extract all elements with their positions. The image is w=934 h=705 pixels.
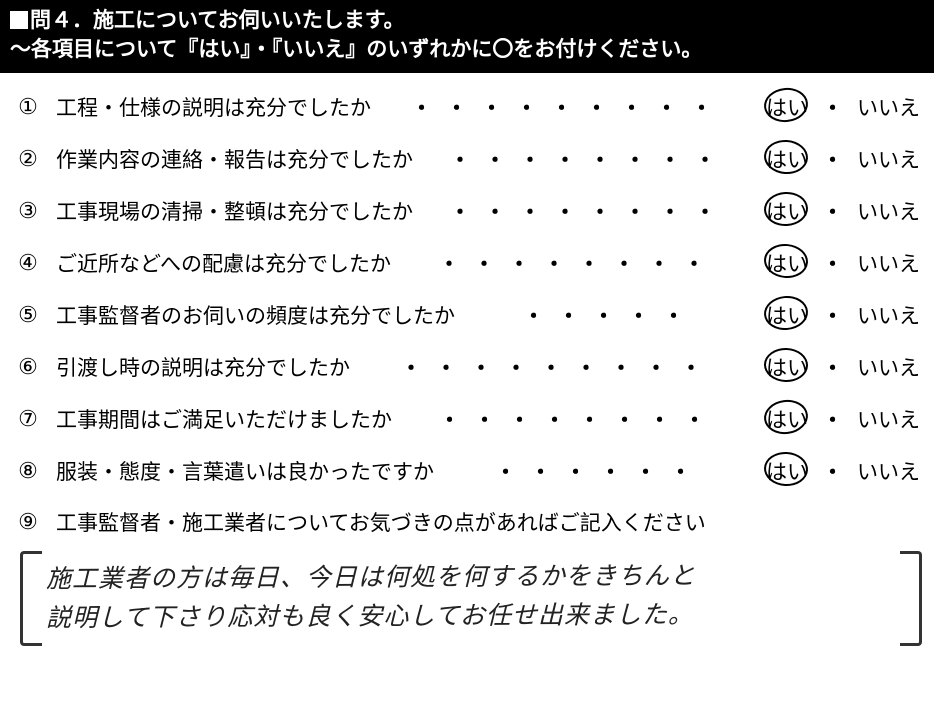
header-prefix: 問４． [30, 9, 93, 32]
answer-yes[interactable]: はい [766, 253, 808, 276]
question-row: ③ 工事現場の清掃・整頓は充分でしたか・・・・・・・・はい・いいえ [14, 195, 920, 227]
question-text: 工事監督者のお伺いの頻度は充分でしたか [56, 300, 455, 330]
question-number: ④ [14, 250, 42, 276]
header-rest: 施工についてお伺いいたします。 [93, 9, 405, 32]
bracket-left-icon [20, 551, 42, 647]
leader-dots: ・・・・・・・・・ [371, 92, 766, 122]
questions-list: ①工程・仕様の説明は充分でしたか・・・・・・・・・はい・いいえ②作業内容の連絡・… [0, 91, 934, 487]
answer-yes[interactable]: はい [766, 201, 808, 224]
answer-separator: ・ [822, 248, 843, 278]
question-text: 工程・仕様の説明は充分でしたか [56, 92, 371, 122]
question-number-9: ⑨ [14, 509, 42, 535]
answer-yes[interactable]: はい [766, 357, 808, 380]
answer-separator: ・ [822, 404, 843, 434]
question-header-banner: 問４．施工についてお伺いいたします。 〜各項目について『はい』・『いいえ』のいず… [0, 0, 934, 73]
leader-dots: ・・・・・ [455, 300, 766, 330]
answer-no[interactable]: いいえ [857, 456, 920, 486]
question-text: ご近所などへの配慮は充分でしたか [56, 248, 391, 278]
answer-no[interactable]: いいえ [857, 352, 920, 382]
answer-no[interactable]: いいえ [857, 92, 920, 122]
answer-group: はい・いいえ [766, 352, 920, 382]
question-text: 引渡し時の説明は充分でしたか [56, 352, 350, 382]
question-row: ⑥ 引渡し時の説明は充分でしたか・・・・・・・・・はい・いいえ [14, 351, 920, 383]
question-number: ⑤ [14, 302, 42, 328]
question-number: ⑦ [14, 406, 42, 432]
question-row: ④ ご近所などへの配慮は充分でしたか・・・・・・・・はい・いいえ [14, 247, 920, 279]
header-line-2: 〜各項目について『はい』・『いいえ』のいずれかに〇をお付けください。 [10, 35, 924, 64]
answer-group: はい・いいえ [766, 144, 920, 174]
handwritten-line-1: 施工業者の方は毎日、今日は何処を何するかをきちんと [46, 563, 696, 593]
leader-dots: ・・・・・・ [434, 456, 766, 486]
question-number: ③ [14, 198, 42, 224]
answer-separator: ・ [822, 352, 843, 382]
answer-separator: ・ [822, 300, 843, 330]
question-row: ② 作業内容の連絡・報告は充分でしたか・・・・・・・・はい・いいえ [14, 143, 920, 175]
bracket-right-icon [900, 551, 922, 647]
header-line-1: 問４．施工についてお伺いいたします。 [10, 6, 924, 35]
answer-separator: ・ [822, 144, 843, 174]
question-text-9: 工事監督者・施工業者についてお気づきの点があればご記入ください [56, 507, 706, 537]
leader-dots: ・・・・・・・・・ [350, 352, 766, 382]
question-number: ⑥ [14, 354, 42, 380]
leader-dots: ・・・・・・・・ [413, 144, 766, 174]
answer-yes[interactable]: はい [766, 149, 808, 172]
answer-yes[interactable]: はい [766, 305, 808, 328]
header-square-icon [10, 11, 28, 29]
answer-yes[interactable]: はい [766, 409, 808, 432]
handwritten-line-2: 説明して下さり応対も良く安心してお任せ出来ました。 [46, 601, 694, 631]
answer-group: はい・いいえ [766, 300, 920, 330]
leader-dots: ・・・・・・・・ [391, 248, 766, 278]
question-row: ⑦ 工事期間はご満足いただけましたか・・・・・・・・はい・いいえ [14, 403, 920, 435]
handwritten-response-box: 施工業者の方は毎日、今日は何処を何するかをきちんと 説明して下さり応対も良く安心… [28, 551, 914, 647]
leader-dots: ・・・・・・・・ [392, 404, 766, 434]
answer-no[interactable]: いいえ [857, 248, 920, 278]
answer-group: はい・いいえ [766, 456, 920, 486]
question-number: ② [14, 146, 42, 172]
answer-group: はい・いいえ [766, 92, 920, 122]
question-row: ⑤ 工事監督者のお伺いの頻度は充分でしたか・・・・・はい・いいえ [14, 299, 920, 331]
answer-no[interactable]: いいえ [857, 300, 920, 330]
question-row: ① 工程・仕様の説明は充分でしたか・・・・・・・・・はい・いいえ [14, 91, 920, 123]
leader-dots: ・・・・・・・・ [413, 196, 766, 226]
question-number: ⑧ [14, 458, 42, 484]
answer-group: はい・いいえ [766, 196, 920, 226]
answer-no[interactable]: いいえ [857, 144, 920, 174]
answer-separator: ・ [822, 196, 843, 226]
question-text: 工事期間はご満足いただけましたか [56, 404, 392, 434]
question-text: 工事現場の清掃・整頓は充分でしたか [56, 196, 413, 226]
answer-yes[interactable]: はい [766, 97, 808, 120]
question-row: ⑧ 服装・態度・言葉遣いは良かったですか・・・・・・はい・いいえ [14, 455, 920, 487]
question-text: 服装・態度・言葉遣いは良かったですか [56, 456, 434, 486]
answer-separator: ・ [822, 456, 843, 486]
question-text: 作業内容の連絡・報告は充分でしたか [56, 144, 413, 174]
question-row-9: ⑨ 工事監督者・施工業者についてお気づきの点があればご記入ください [0, 507, 934, 537]
answer-group: はい・いいえ [766, 248, 920, 278]
answer-separator: ・ [822, 92, 843, 122]
answer-group: はい・いいえ [766, 404, 920, 434]
question-number: ① [14, 94, 42, 120]
handwritten-text: 施工業者の方は毎日、今日は何処を何するかをきちんと 説明して下さり応対も良く安心… [46, 557, 896, 639]
answer-yes[interactable]: はい [766, 461, 808, 484]
answer-no[interactable]: いいえ [857, 404, 920, 434]
answer-no[interactable]: いいえ [857, 196, 920, 226]
